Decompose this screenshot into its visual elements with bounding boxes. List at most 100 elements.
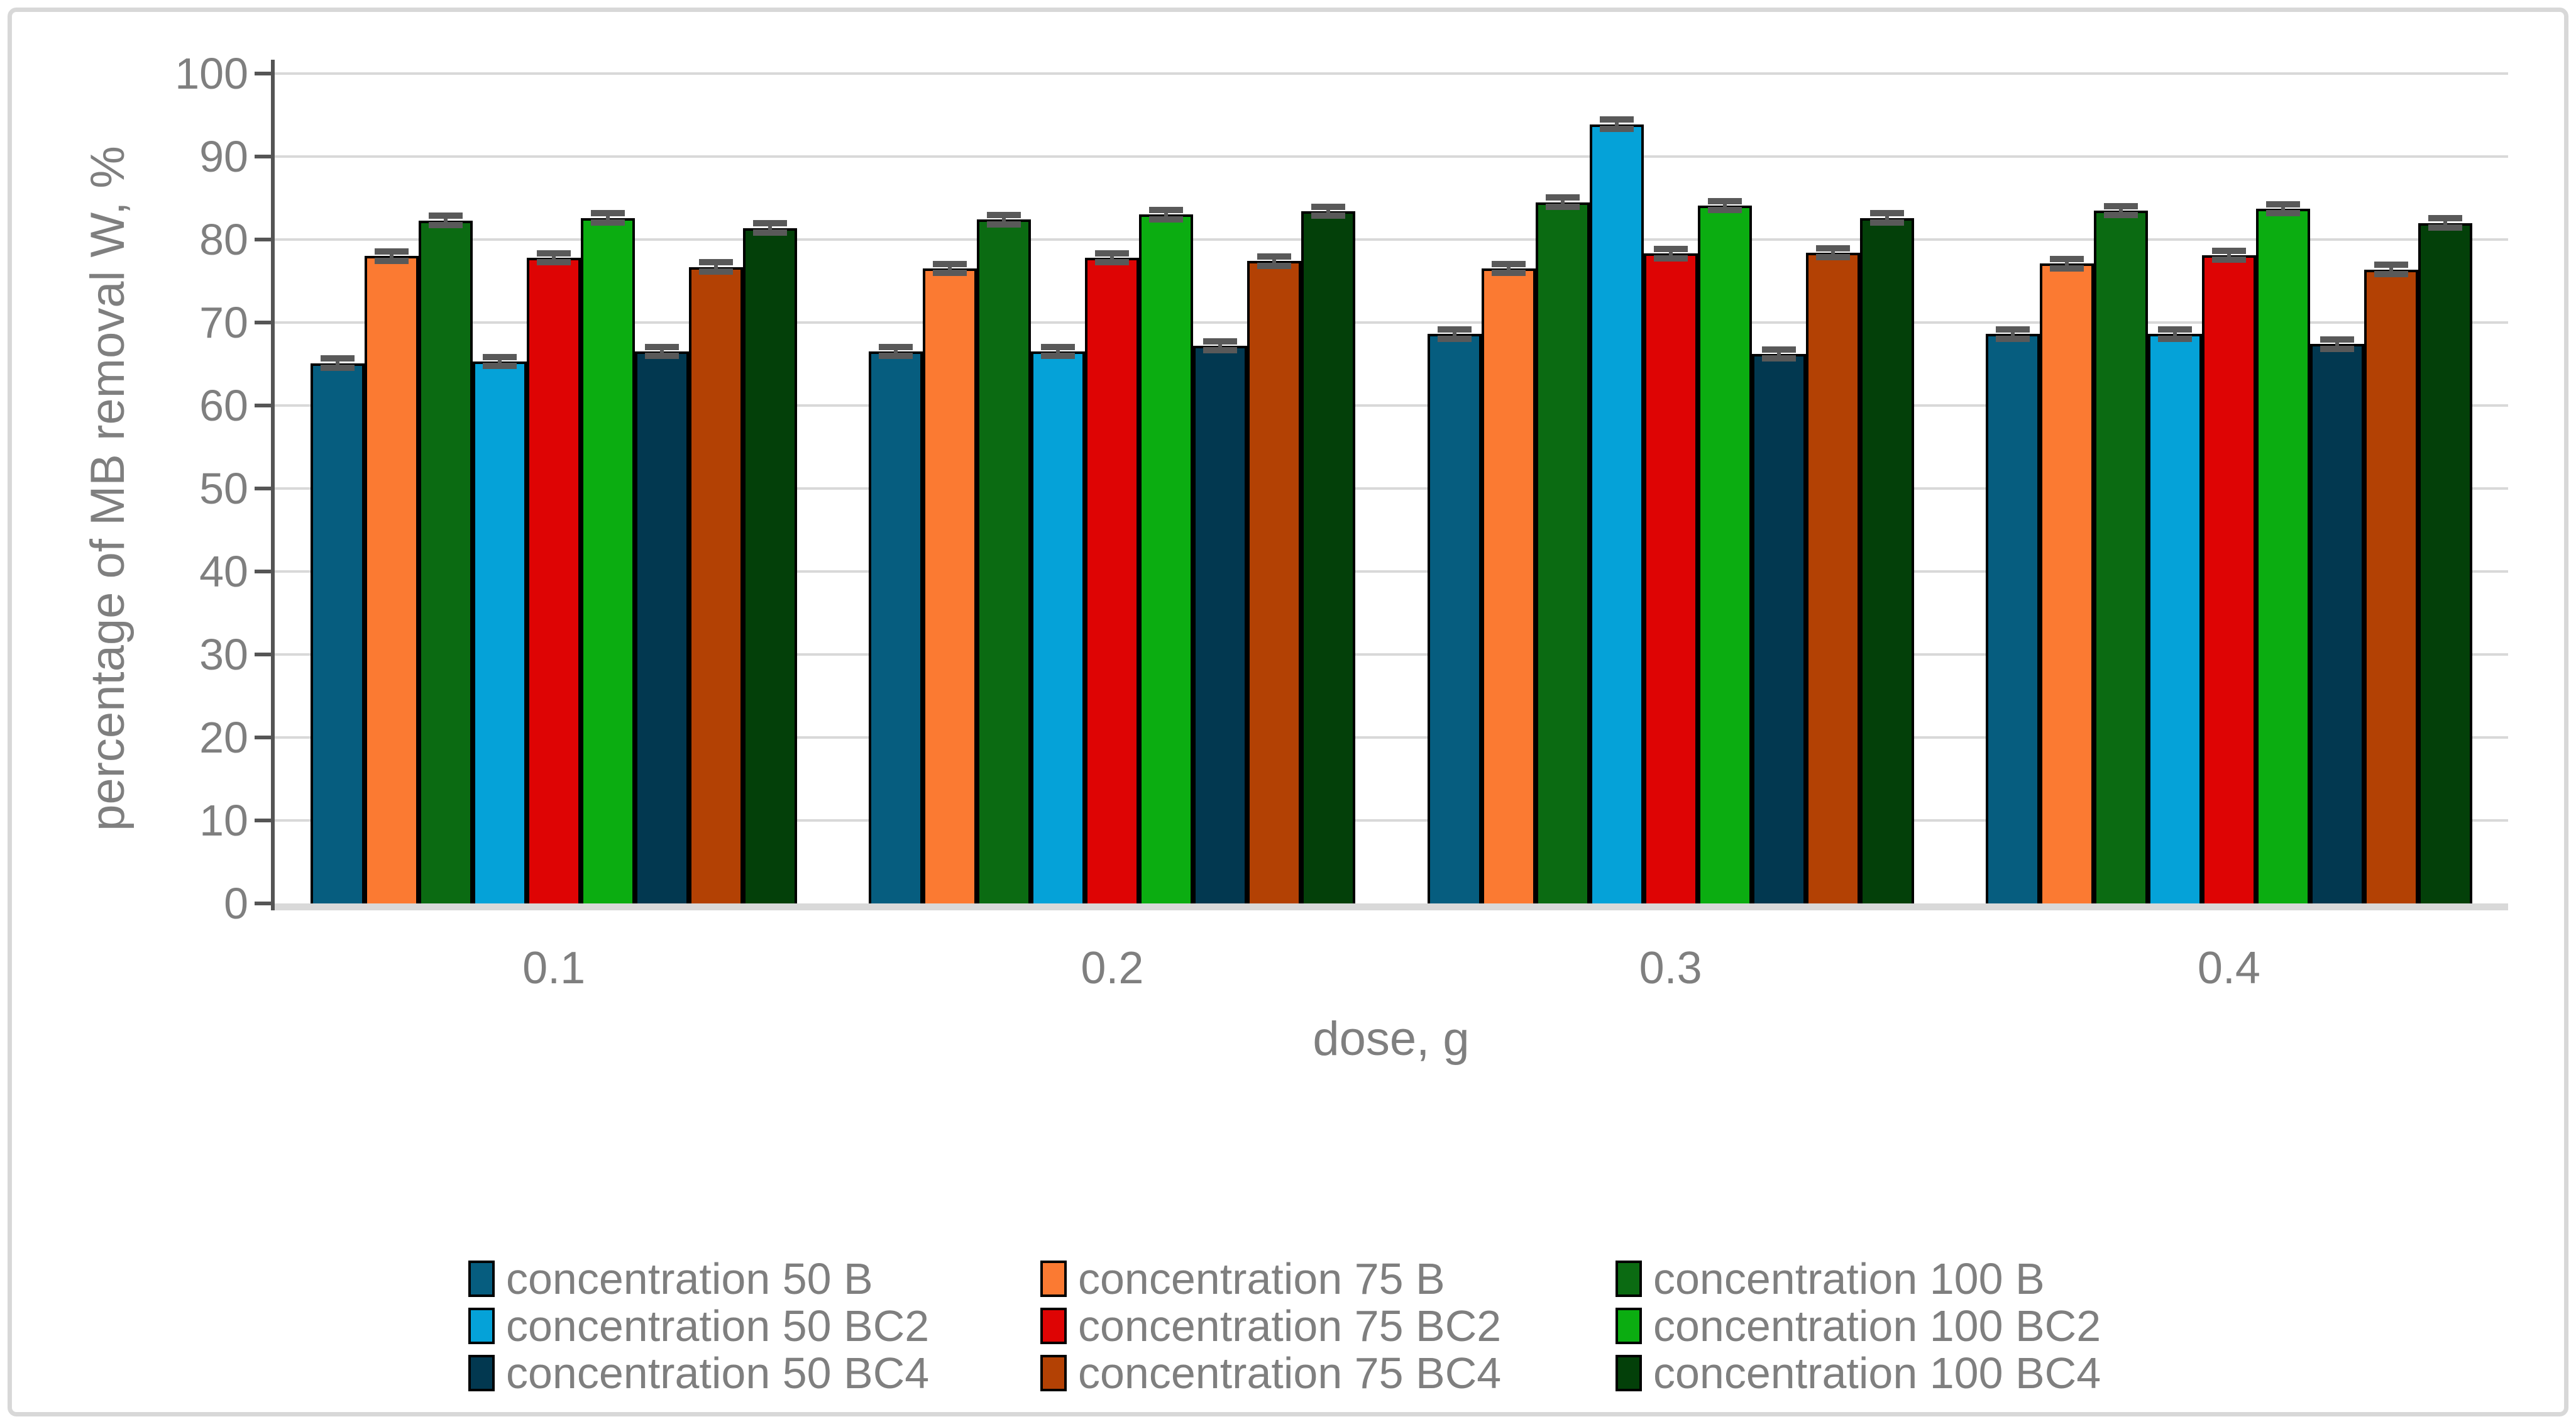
- bar-concentration-50-BC4: [1752, 354, 1806, 903]
- error-bar-cap: [591, 219, 625, 226]
- error-bar-cap: [933, 270, 967, 277]
- error-bar-cap: [2320, 336, 2354, 343]
- bar-concentration-75-BC2: [1644, 253, 1698, 903]
- error-bar-line: [1831, 248, 1835, 258]
- gridline: [275, 238, 2508, 241]
- error-bar-cap: [645, 353, 679, 360]
- error-bar-cap: [1203, 347, 1237, 354]
- y-axis-tick: [255, 653, 275, 656]
- y-tick-label: 30: [199, 630, 248, 679]
- bar-concentration-75-BC2: [527, 258, 581, 903]
- error-bar-line: [606, 213, 610, 223]
- error-bar-cap: [879, 353, 913, 360]
- gridline: [275, 819, 2508, 822]
- error-bar-cap: [699, 268, 733, 275]
- error-bar-line: [2173, 329, 2177, 339]
- error-bar-cap: [1996, 335, 2030, 342]
- error-bar-cap: [2158, 326, 2192, 333]
- error-bar-cap: [483, 363, 517, 370]
- error-bar-line: [1561, 197, 1565, 207]
- bar-concentration-100-BC4: [1860, 218, 1914, 903]
- gridline: [275, 72, 2508, 75]
- error-bar-line: [1056, 346, 1060, 356]
- error-bar-cap: [2374, 262, 2408, 268]
- error-bar-cap: [753, 220, 787, 227]
- bar-concentration-50-BC4: [2310, 344, 2364, 903]
- bar-concentration-75-BC4: [1806, 253, 1860, 903]
- error-bar-cap: [1870, 219, 1904, 226]
- error-bar-cap: [1095, 259, 1129, 266]
- error-bar-line: [498, 356, 502, 367]
- error-bar-cap: [2212, 257, 2246, 263]
- error-bar-cap: [2266, 201, 2300, 207]
- bar-concentration-50-BC2: [2148, 334, 2202, 903]
- bar-concentration-50-BC2: [473, 362, 527, 903]
- bar-concentration-75-B: [1482, 268, 1536, 903]
- bar-concentration-75-B: [923, 268, 977, 903]
- error-bar-cap: [1762, 346, 1796, 353]
- error-bar-cap: [2374, 270, 2408, 277]
- error-bar-cap: [2428, 215, 2462, 222]
- y-axis-tick: [255, 736, 275, 739]
- error-bar-cap: [537, 250, 571, 257]
- bar-concentration-100-BC2: [1139, 214, 1193, 903]
- bar-concentration-75-BC4: [1247, 261, 1301, 903]
- y-tick-label: 60: [199, 381, 248, 430]
- bar-concentration-50-BC4: [1193, 346, 1247, 903]
- y-tick-label: 100: [175, 49, 248, 98]
- error-bar-cap: [2428, 224, 2462, 231]
- y-axis-tick: [255, 487, 275, 490]
- y-axis-tick: [255, 404, 275, 407]
- bar-concentration-100-B: [977, 219, 1031, 903]
- y-tick-label: 20: [199, 713, 248, 762]
- error-bar-cap: [1041, 353, 1075, 360]
- error-bar-cap: [2266, 210, 2300, 217]
- y-tick-label: 70: [199, 298, 248, 347]
- error-bar-cap: [2050, 265, 2084, 272]
- x-axis-line: [275, 903, 2508, 910]
- y-axis-tick: [255, 902, 275, 905]
- error-bar-cap: [753, 229, 787, 236]
- error-bar-cap: [375, 248, 409, 255]
- error-bar-cap: [2104, 212, 2138, 219]
- y-axis-tick: [255, 321, 275, 324]
- bar-concentration-100-BC4: [743, 228, 797, 903]
- y-axis-tick: [255, 819, 275, 822]
- bar-concentration-50-BC2: [1590, 124, 1644, 903]
- error-bar-line: [2011, 329, 2015, 339]
- error-bar-cap: [1546, 194, 1580, 201]
- gridline: [275, 155, 2508, 158]
- error-bar-cap: [1654, 255, 1688, 262]
- bar-concentration-100-BC2: [1698, 206, 1752, 903]
- error-bar-line: [1615, 119, 1619, 129]
- error-bar-cap: [987, 221, 1021, 228]
- error-bar-line: [552, 253, 556, 263]
- gridline: [275, 653, 2508, 656]
- y-axis-line: [271, 60, 275, 910]
- error-bar-cap: [1095, 250, 1129, 257]
- x-tick-label: 0.4: [2197, 943, 2260, 993]
- error-bar-line: [1002, 215, 1006, 224]
- bar-concentration-50-B: [1986, 334, 2040, 903]
- error-bar-cap: [1708, 207, 1742, 214]
- error-bar-cap: [1438, 335, 1472, 342]
- error-bar-cap: [2320, 345, 2354, 352]
- y-axis-tick: [255, 155, 275, 158]
- bar-concentration-75-BC4: [689, 267, 743, 903]
- error-bar-cap: [1996, 326, 2030, 333]
- error-bar-line: [2281, 204, 2285, 214]
- bar-concentration-50-B: [311, 363, 365, 903]
- error-bar-cap: [429, 221, 463, 228]
- bar-concentration-50-BC4: [635, 351, 689, 903]
- error-bar-cap: [1546, 203, 1580, 210]
- error-bar-line: [894, 346, 898, 356]
- error-bar-cap: [483, 353, 517, 360]
- error-bar-line: [1723, 201, 1727, 211]
- y-tick-label: 50: [199, 464, 248, 513]
- x-tick-label: 0.1: [522, 943, 586, 993]
- bar-concentration-75-BC4: [2364, 270, 2418, 903]
- error-bar-cap: [1149, 207, 1183, 214]
- error-bar-cap: [1149, 216, 1183, 223]
- error-bar-cap: [1600, 116, 1634, 123]
- error-bar-line: [660, 346, 664, 356]
